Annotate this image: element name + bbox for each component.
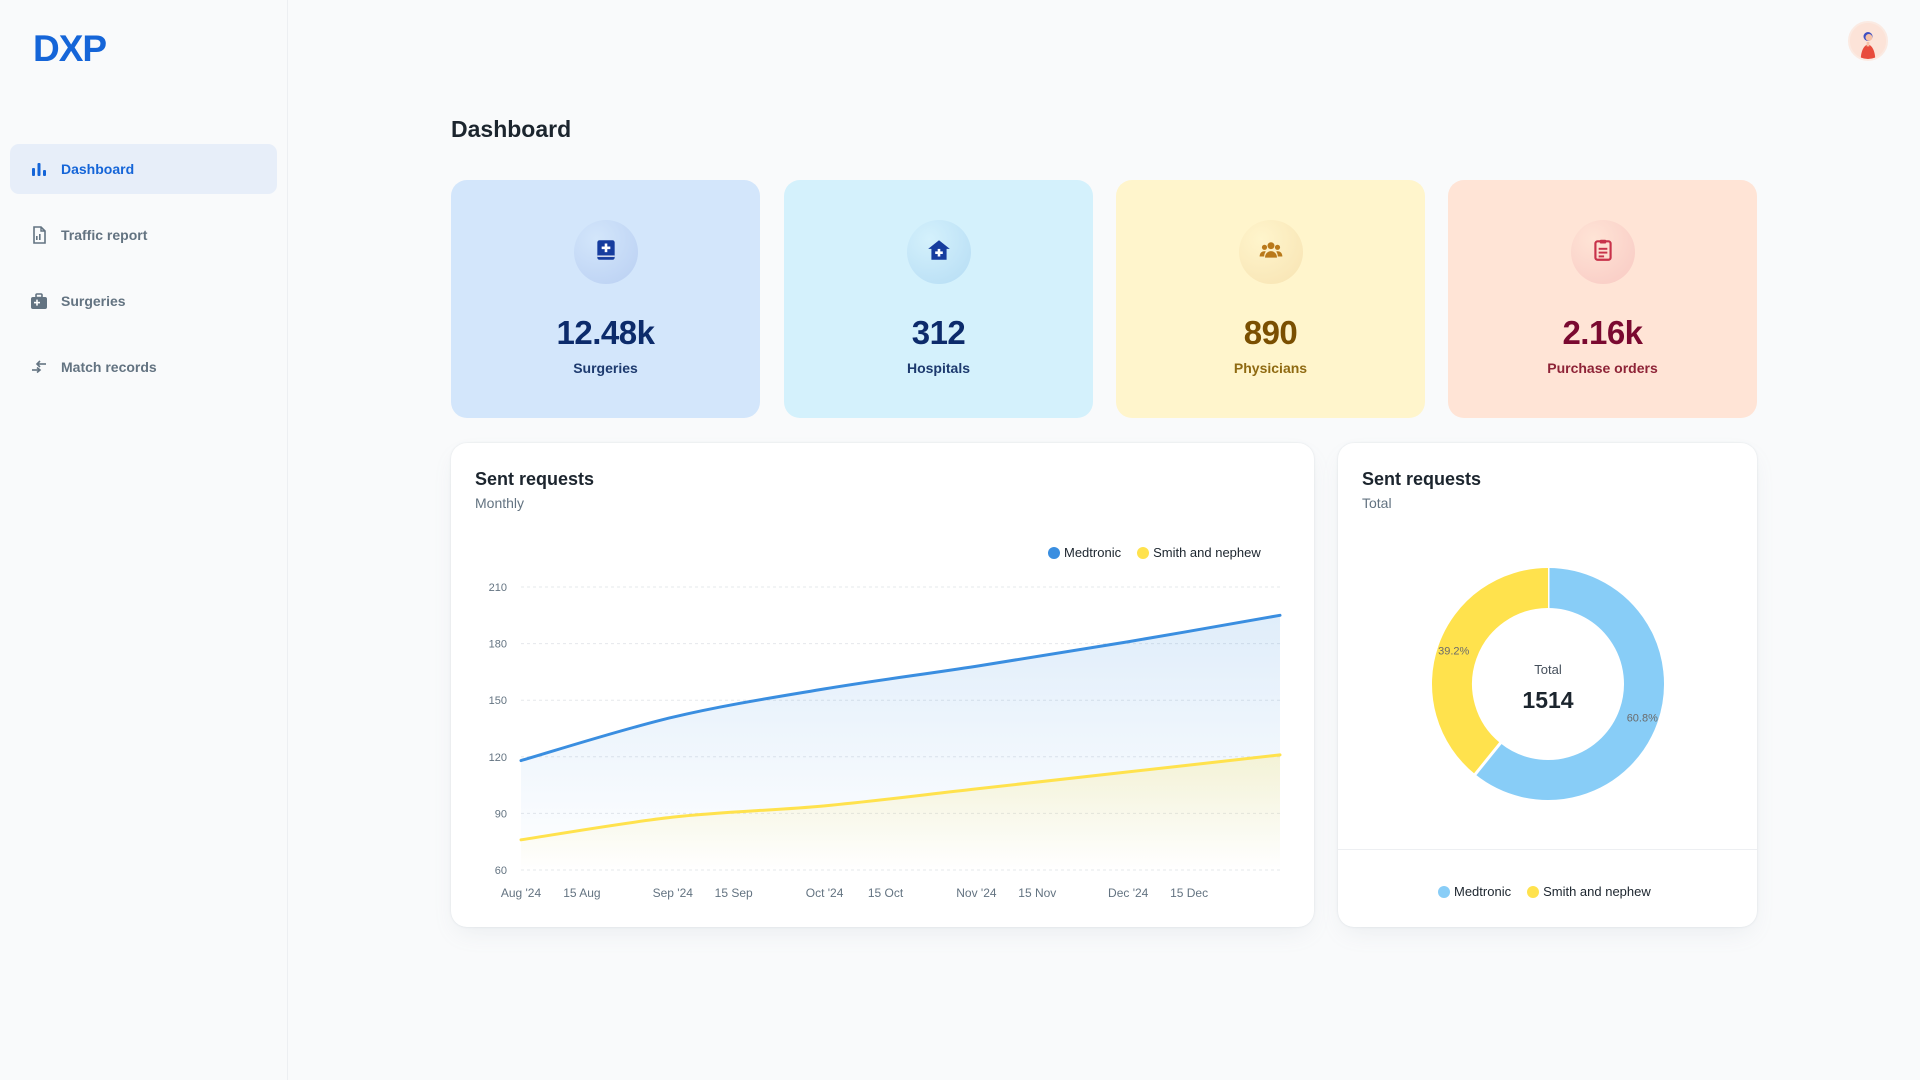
stat-icon-circle [1238, 220, 1303, 284]
sidebar-item-match-records[interactable]: Match records [10, 342, 277, 392]
stat-icon-circle [906, 220, 971, 284]
chart-legend: Medtronic Smith and nephew [1048, 545, 1277, 560]
card-subtitle: Total [1362, 495, 1392, 511]
stat-value: 2.16k [1562, 314, 1643, 351]
y-tick-label: 120 [489, 752, 507, 764]
x-tick-label: 15 Dec [1170, 886, 1208, 900]
legend-item-medtronic[interactable]: Medtronic [1048, 545, 1121, 560]
sidebar-item-label: Traffic report [61, 227, 148, 243]
y-tick-label: 90 [495, 808, 507, 820]
stat-card-physicians[interactable]: 890 Physicians [1116, 180, 1425, 418]
y-tick-label: 150 [489, 695, 507, 707]
clipboard-icon [1590, 237, 1616, 268]
legend-label: Smith and nephew [1153, 545, 1261, 560]
document-icon [28, 224, 50, 246]
series-line-smith-and-nephew [519, 753, 1282, 842]
medical-kit-icon [28, 290, 50, 312]
stat-label: Physicians [1233, 360, 1308, 376]
donut-legend: Medtronic Smith and nephew [1438, 884, 1667, 899]
y-tick-label: 210 [489, 582, 507, 594]
people-icon [1258, 237, 1284, 268]
sidebar: DXP Dashboard Traffic report Surgeries M… [0, 0, 288, 1080]
avatar[interactable] [1848, 21, 1888, 61]
page-title: Dashboard [451, 116, 572, 142]
stat-icon-circle [1570, 220, 1635, 284]
area-chart: 60 90 120 150 180 210 Aug '24 15 Aug Sep '24 15 S… [489, 582, 1282, 900]
donut-chart: 60.8% 39.2% Total 1514 [1432, 567, 1664, 800]
donut-slice-medtronic [1475, 568, 1664, 800]
y-tick-label: 180 [489, 639, 507, 651]
legend-dot [1048, 546, 1060, 559]
stat-value: 12.48k [556, 314, 655, 351]
total-requests-card: Sent requests Total 60.8% 39.2% Total 1514 … [1338, 443, 1757, 927]
stat-label: Hospitals [906, 360, 970, 376]
sidebar-item-dashboard[interactable]: Dashboard [10, 144, 277, 194]
legend-item-smith-and-nephew[interactable]: Smith and nephew [1527, 884, 1651, 899]
area-fill-smith-and-nephew [521, 754, 1280, 870]
x-tick-label: Sep '24 [653, 886, 694, 900]
legend-dot [1137, 546, 1150, 559]
x-tick-label: 15 Nov [1018, 886, 1056, 900]
stat-card-purchase-orders[interactable]: 2.16k Purchase orders [1448, 180, 1757, 418]
hospital-icon [926, 237, 952, 268]
donut-slice-smith-and-nephew [1432, 568, 1549, 775]
bar-chart-icon [28, 158, 50, 180]
x-tick-label: 15 Sep [715, 886, 753, 900]
y-tick-label: 60 [495, 865, 507, 877]
card-title: Sent requests [475, 469, 595, 489]
x-tick-label: Nov '24 [956, 886, 997, 900]
x-tick-label: Oct '24 [806, 886, 844, 900]
legend-item-medtronic[interactable]: Medtronic [1438, 884, 1511, 899]
app-logo[interactable]: DXP [33, 28, 107, 69]
medical-book-icon [593, 237, 619, 268]
legend-dot [1438, 885, 1450, 898]
stat-card-hospitals[interactable]: 312 Hospitals [784, 180, 1093, 418]
x-tick-label: 15 Oct [868, 886, 904, 900]
sidebar-item-label: Dashboard [61, 161, 135, 177]
series-line-medtronic [519, 613, 1282, 763]
stat-icon-circle [573, 220, 638, 284]
sidebar-item-label: Surgeries [61, 293, 126, 309]
sidebar-item-traffic-report[interactable]: Traffic report [10, 210, 277, 260]
stat-value: 890 [1243, 314, 1298, 351]
sidebar-nav: Dashboard Traffic report Surgeries Match… [10, 144, 277, 408]
legend-item-smith-and-nephew[interactable]: Smith and nephew [1137, 545, 1261, 560]
x-tick-label: Dec '24 [1108, 886, 1149, 900]
slice-value-label: 60.8% [1627, 712, 1658, 724]
legend-label: Medtronic [1064, 545, 1122, 560]
stat-value: 312 [911, 314, 966, 351]
sidebar-item-label: Match records [61, 359, 157, 375]
slice-separator [1473, 741, 1503, 777]
stat-label: Surgeries [573, 360, 638, 376]
monthly-requests-card: Sent requests Monthly Medtronic Smith an… [451, 443, 1314, 927]
swap-arrows-icon [28, 356, 50, 378]
x-tick-label: 15 Aug [563, 886, 600, 900]
stat-card-surgeries[interactable]: 12.48k Surgeries [451, 180, 760, 418]
stat-label: Purchase orders [1547, 360, 1658, 376]
donut-center-label: Total [1534, 662, 1562, 677]
card-subtitle: Monthly [475, 495, 525, 511]
slice-value-label: 39.2% [1438, 646, 1469, 658]
sidebar-item-surgeries[interactable]: Surgeries [10, 276, 277, 326]
legend-dot [1527, 885, 1540, 898]
donut-center-value: 1514 [1522, 687, 1573, 713]
card-divider [1338, 849, 1757, 850]
card-title: Sent requests [1362, 469, 1482, 489]
legend-label: Smith and nephew [1543, 884, 1651, 899]
legend-label: Medtronic [1454, 884, 1512, 899]
x-tick-label: Aug '24 [501, 886, 542, 900]
